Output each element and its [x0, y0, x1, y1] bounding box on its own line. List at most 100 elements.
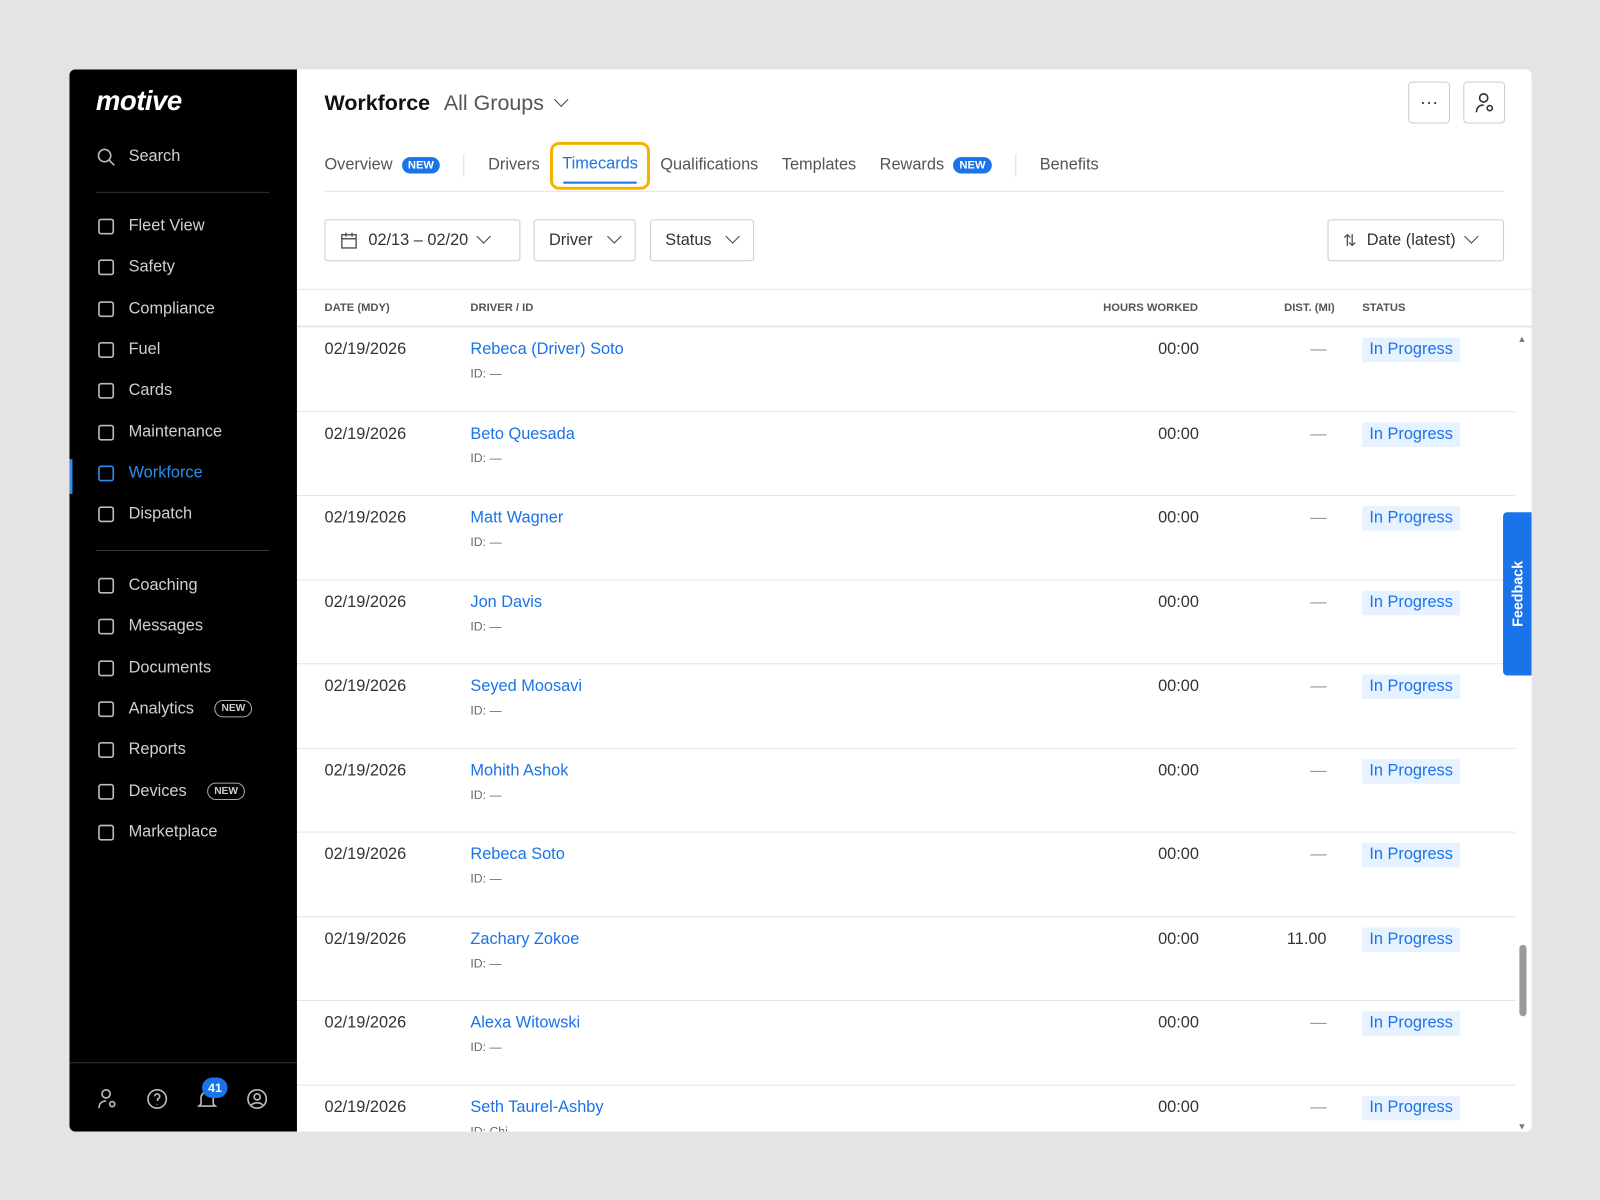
table-row[interactable]: 02/19/2026 Seth Taurel-Ashby ID: Chi 00:… [297, 1085, 1515, 1132]
driver-link[interactable]: Rebeca (Driver) Soto [470, 340, 624, 359]
sidebar-item-fuel[interactable]: Fuel [96, 338, 160, 362]
feedback-button[interactable]: Feedback [1503, 512, 1532, 676]
date-cell: 02/19/2026 [324, 424, 407, 443]
user-settings-icon[interactable] [96, 1088, 118, 1110]
tab-rewards[interactable]: Rewards NEW [880, 156, 992, 174]
tab-label: Qualifications [660, 156, 759, 174]
table-row[interactable]: 02/19/2026 Matt Wagner ID: — 00:00 — In … [296, 496, 1516, 581]
driver-link[interactable]: Alexa Witowski [470, 1014, 581, 1032]
sidebar-item-safety[interactable]: Safety [96, 255, 175, 279]
status-filter[interactable]: Status [649, 219, 755, 262]
driver-id: ID: — [470, 955, 502, 970]
help-icon[interactable] [146, 1088, 168, 1110]
sidebar-item-workforce[interactable]: Workforce [96, 461, 203, 485]
tab-label: Benefits [1039, 156, 1099, 174]
sidebar-item-messages[interactable]: Messages [96, 615, 203, 639]
sidebar-item-dispatch[interactable]: Dispatch [96, 502, 192, 526]
driver-id: ID: — [470, 1039, 502, 1055]
driver-link[interactable]: Zachary Zokoe [470, 930, 580, 948]
sort-dropdown[interactable]: ⇅ Date (latest) [1327, 219, 1505, 262]
calendar-icon [341, 232, 357, 249]
table-row[interactable]: 02/19/2026 Jon Davis ID: — 00:00 — In Pr… [296, 580, 1516, 665]
sidebar-item-devices[interactable]: Devices NEW [96, 779, 246, 803]
coaching-icon [96, 576, 116, 596]
tab-bar: Overview NEW Drivers Timecards Qualification… [324, 141, 1122, 190]
sidebar-search[interactable]: Search [96, 145, 180, 169]
tab-drivers[interactable]: Drivers [488, 156, 540, 174]
driver-link[interactable]: Seyed Moosavi [470, 677, 583, 695]
sidebar-item-label: Reports [128, 741, 186, 759]
user-settings-button[interactable] [1463, 81, 1506, 124]
sidebar-item-marketplace[interactable]: Marketplace [96, 820, 218, 844]
column-status[interactable]: STATUS [1362, 302, 1406, 315]
sidebar-item-cards[interactable]: Cards [96, 379, 172, 403]
group-selector[interactable]: All Groups [443, 91, 569, 116]
sidebar-item-documents[interactable]: Documents [96, 656, 211, 680]
driver-link[interactable]: Seth Taurel-Ashby [470, 1098, 604, 1116]
driver-id: ID: — [470, 618, 502, 634]
group-label: All Groups [443, 91, 544, 116]
sidebar-item-analytics[interactable]: Analytics NEW [96, 697, 253, 721]
timecards-table: 02/19/2026 Rebeca (Driver) Soto ID: — 00… [296, 328, 1516, 1132]
tab-templates[interactable]: Templates [782, 156, 856, 174]
hours-cell: 00:00 [1158, 509, 1199, 527]
tab-qualifications[interactable]: Qualifications [660, 156, 758, 174]
app-window: motive Search Fleet View Safety Compliance… [69, 69, 1532, 1132]
driver-filter[interactable]: Driver [533, 219, 636, 262]
divider [95, 549, 270, 552]
hours-cell: 00:00 [1158, 1014, 1199, 1032]
status-badge: In Progress [1362, 842, 1461, 868]
sidebar-item-reports[interactable]: Reports [96, 738, 186, 762]
distance-cell: — [1310, 509, 1327, 527]
main-content: Workforce All Groups ··· Overview NEW Driv… [296, 69, 1532, 1132]
driver-link[interactable]: Rebeca Soto [470, 845, 565, 864]
table-row[interactable]: 02/19/2026 Rebeca (Driver) Soto ID: — 00… [296, 328, 1516, 412]
table-row[interactable]: 02/19/2026 Seyed Moosavi ID: — 00:00 — I… [296, 664, 1516, 749]
distance-cell: — [1310, 593, 1327, 611]
scrollbar-thumb[interactable] [1519, 944, 1527, 1017]
table-row[interactable]: 02/19/2026 Zachary Zokoe ID: — 00:00 11.… [296, 917, 1516, 1002]
status-badge: In Progress [1362, 590, 1461, 615]
tab-benefits[interactable]: Benefits [1040, 156, 1099, 174]
date-cell: 02/19/2026 [324, 593, 407, 611]
sort-label: Date (latest) [1366, 231, 1456, 249]
sidebar-item-compliance[interactable]: Compliance [96, 297, 215, 321]
sidebar-item-fleet-view[interactable]: Fleet View [96, 214, 204, 238]
more-button[interactable]: ··· [1408, 81, 1450, 124]
search-icon [97, 148, 115, 166]
column-hours[interactable]: HOURS WORKED [1103, 302, 1198, 315]
page-title: Workforce [324, 91, 431, 116]
column-distance[interactable]: DIST. (MI) [1284, 302, 1335, 315]
table-row[interactable]: 02/19/2026 Beto Quesada ID: — 00:00 — In… [296, 412, 1516, 496]
tab-timecards[interactable]: Timecards [550, 141, 651, 190]
driver-link[interactable]: Beto Quesada [470, 424, 575, 443]
date-range-label: 02/13 – 02/20 [368, 231, 469, 249]
status-badge: In Progress [1362, 337, 1461, 363]
scrollbar[interactable]: ▲ ▼ [1517, 333, 1527, 1132]
distance-cell: — [1310, 1014, 1327, 1032]
account-icon[interactable] [246, 1088, 268, 1110]
sidebar-item-coaching[interactable]: Coaching [96, 573, 198, 597]
driver-link[interactable]: Mohith Ashok [470, 761, 569, 780]
table-row[interactable]: 02/19/2026 Mohith Ashok ID: — 00:00 — In… [296, 748, 1516, 833]
sidebar-item-maintenance[interactable]: Maintenance [96, 420, 222, 444]
chevron-down-icon [606, 228, 622, 244]
driver-link[interactable]: Matt Wagner [470, 509, 564, 527]
date-range-filter[interactable]: 02/13 – 02/20 [324, 219, 521, 262]
table-row[interactable]: 02/19/2026 Alexa Witowski ID: — 00:00 — … [296, 1001, 1516, 1086]
tab-overview[interactable]: Overview NEW [324, 156, 441, 174]
shield-icon [96, 257, 116, 277]
card-icon [96, 381, 116, 401]
driver-id: ID: — [470, 534, 502, 549]
date-cell: 02/19/2026 [324, 677, 407, 695]
table-row[interactable]: 02/19/2026 Rebeca Soto ID: — 00:00 — In … [296, 833, 1516, 917]
column-date[interactable]: DATE (MDY) [324, 302, 390, 315]
motive-logo[interactable]: motive [95, 85, 182, 117]
messages-icon [96, 617, 116, 637]
driver-id: ID: — [470, 787, 502, 802]
sidebar-item-label: Maintenance [128, 422, 223, 441]
column-driver[interactable]: DRIVER / ID [470, 302, 534, 315]
chevron-down-icon [554, 92, 569, 107]
driver-link[interactable]: Jon Davis [470, 593, 543, 611]
date-cell: 02/19/2026 [324, 340, 407, 359]
